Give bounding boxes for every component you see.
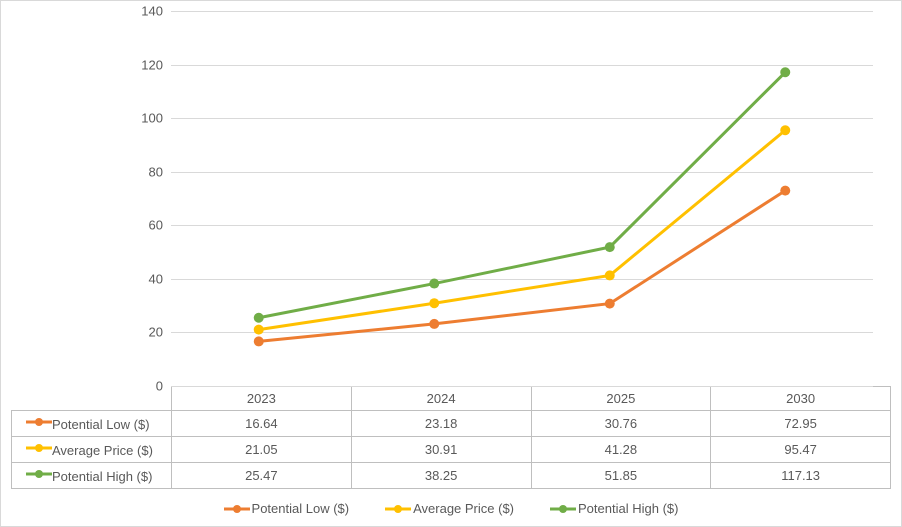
y-tick-label: 100: [123, 111, 163, 126]
y-tick-label: 20: [123, 325, 163, 340]
series-swatch: [224, 502, 250, 516]
data-cell: 30.76: [531, 411, 711, 437]
data-cell: 16.64: [172, 411, 352, 437]
series-line: [259, 130, 786, 329]
data-point: [605, 270, 615, 280]
table-row: Potential High ($) 25.4738.2551.85117.13: [12, 463, 891, 489]
series-swatch: [550, 502, 576, 516]
data-point: [780, 186, 790, 196]
table-header-cell: 2025: [531, 387, 711, 411]
data-cell: 51.85: [531, 463, 711, 489]
series-label-cell: Average Price ($): [12, 437, 172, 463]
legend-item: Potential High ($): [550, 501, 678, 516]
data-cell: 21.05: [172, 437, 352, 463]
series-name: Potential High ($): [52, 469, 152, 484]
line-svg: [171, 11, 873, 386]
data-point: [254, 313, 264, 323]
y-tick-label: 0: [123, 379, 163, 394]
table-header-cell: 2023: [172, 387, 352, 411]
data-point: [605, 299, 615, 309]
legend-item: Potential Low ($): [224, 501, 350, 516]
plot-wrap: 020406080100120140: [11, 11, 891, 386]
table-header-cell: 2030: [711, 387, 891, 411]
table-row: Potential Low ($) 16.6423.1830.7672.95: [12, 411, 891, 437]
legend-label: Potential Low ($): [252, 501, 350, 516]
series-swatch: [26, 441, 52, 455]
legend-item: Average Price ($): [385, 501, 514, 516]
series-swatch: [26, 467, 52, 481]
data-cell: 30.91: [351, 437, 531, 463]
data-cell: 25.47: [172, 463, 352, 489]
series-label-cell: Potential Low ($): [12, 411, 172, 437]
y-tick-label: 40: [123, 271, 163, 286]
data-cell: 23.18: [351, 411, 531, 437]
y-axis: 020406080100120140: [11, 11, 171, 386]
table-header-cell: 2024: [351, 387, 531, 411]
legend-label: Potential High ($): [578, 501, 678, 516]
data-cell: 117.13: [711, 463, 891, 489]
data-point: [429, 298, 439, 308]
plot-area: [171, 11, 873, 386]
data-point: [780, 125, 790, 135]
table-row: Average Price ($) 21.0530.9141.2895.47: [12, 437, 891, 463]
gridline: [171, 386, 873, 387]
table-body: Potential Low ($)16.6423.1830.7672.95Ave…: [12, 411, 891, 489]
legend-label: Average Price ($): [413, 501, 514, 516]
price-forecast-chart: 0 20 40 60 80 100 120 140 2023 2024 2025 2030 P…: [0, 0, 902, 527]
series-name: Potential Low ($): [52, 417, 150, 432]
y-tick-label: 140: [123, 4, 163, 19]
data-point: [429, 319, 439, 329]
series-name: Average Price ($): [52, 443, 153, 458]
legend: Potential Low ($) Average Price ($) Potent…: [11, 501, 891, 516]
data-point: [254, 325, 264, 335]
data-point: [605, 242, 615, 252]
data-cell: 38.25: [351, 463, 531, 489]
y-tick-label: 120: [123, 57, 163, 72]
data-table: 2023 2024 2025 2030 Potential Low ($) 16.…: [11, 386, 891, 489]
y-tick-label: 60: [123, 218, 163, 233]
data-point: [429, 279, 439, 289]
series-swatch: [385, 502, 411, 516]
data-cell: 41.28: [531, 437, 711, 463]
series-label-cell: Potential High ($): [12, 463, 172, 489]
data-point: [254, 336, 264, 346]
data-cell: 95.47: [711, 437, 891, 463]
data-point: [780, 67, 790, 77]
y-tick-label: 80: [123, 164, 163, 179]
series-swatch: [26, 415, 52, 429]
data-cell: 72.95: [711, 411, 891, 437]
